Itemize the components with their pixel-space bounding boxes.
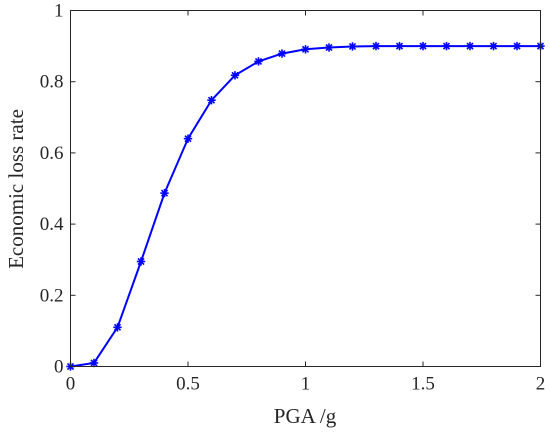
data-point-marker xyxy=(489,41,498,51)
y-tick-label: 0.8 xyxy=(40,72,64,93)
plot-area xyxy=(71,11,541,367)
x-tick-label: 2 xyxy=(536,374,546,395)
x-tick-label: 1.5 xyxy=(411,374,435,395)
y-axis-title: Economic loss rate xyxy=(4,109,28,269)
data-point-marker xyxy=(324,43,334,52)
data-point-marker xyxy=(207,96,216,105)
data-point-marker xyxy=(465,41,475,51)
plot-frame xyxy=(70,10,541,367)
data-point-marker xyxy=(442,41,451,51)
x-tick-label: 1 xyxy=(301,374,311,395)
x-tick-label: 0 xyxy=(66,374,76,395)
data-point-marker xyxy=(348,42,357,51)
data-point-marker xyxy=(301,45,310,54)
data-point-marker xyxy=(512,41,522,51)
data-point-marker xyxy=(89,358,99,368)
data-point-marker xyxy=(230,71,240,80)
data-point-marker xyxy=(277,49,287,58)
x-axis-title: PGA /g xyxy=(274,404,337,428)
data-point-marker xyxy=(160,188,169,198)
data-point-marker xyxy=(418,41,428,51)
y-tick-label: 1 xyxy=(54,1,64,22)
data-point-marker xyxy=(183,134,193,143)
data-point-marker xyxy=(136,257,146,266)
y-tick-label: 0.4 xyxy=(40,214,64,235)
y-axis-ticks: 0 0.2 0.4 0.6 0.8 1 xyxy=(40,1,541,378)
x-tick-label: 0.5 xyxy=(176,374,200,395)
y-tick-label: 0 xyxy=(54,357,64,378)
y-tick-label: 0.2 xyxy=(40,285,64,306)
series-layer xyxy=(66,41,545,371)
data-point-marker xyxy=(395,41,404,51)
y-tick-label: 0.6 xyxy=(40,143,64,164)
data-point-marker xyxy=(371,41,381,51)
data-point-marker xyxy=(113,323,122,332)
data-point-marker xyxy=(254,57,263,66)
